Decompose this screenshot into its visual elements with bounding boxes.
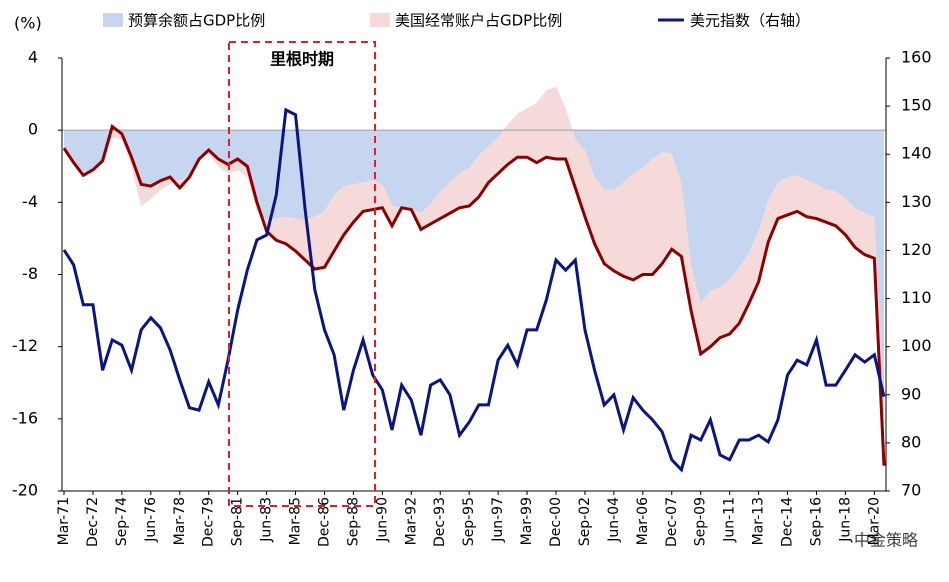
x-tick-label: Jun-90 bbox=[374, 497, 390, 543]
y2-tick-label: 130 bbox=[901, 192, 932, 211]
x-tick-label: Jun-83 bbox=[259, 497, 275, 543]
y-tick-label: -12 bbox=[12, 336, 38, 355]
x-tick-label: Mar-92 bbox=[403, 497, 419, 545]
y-tick-label: 4 bbox=[28, 48, 38, 67]
x-tick-label: Dec-07 bbox=[664, 497, 680, 547]
x-tick-label: Jun-18 bbox=[837, 497, 853, 543]
area bbox=[64, 86, 884, 410]
x-tick-label: Dec-00 bbox=[548, 497, 564, 547]
legend-label: 美元指数（右轴） bbox=[690, 12, 810, 30]
y2-tick-label: 110 bbox=[901, 288, 932, 307]
highlight-box bbox=[228, 41, 376, 507]
y2-tick-label: 120 bbox=[901, 240, 932, 259]
x-tick-label: Dec-79 bbox=[201, 497, 217, 547]
watermark: 中金策略 bbox=[854, 531, 918, 550]
line bbox=[62, 124, 886, 466]
y-tick-label: -8 bbox=[22, 264, 38, 283]
x-tick-label: Sep-02 bbox=[577, 497, 593, 546]
line bbox=[62, 107, 886, 473]
x-tick-label: Mar-20 bbox=[866, 497, 882, 545]
y2-tick-label: 90 bbox=[901, 384, 921, 403]
x-tick-label: Sep-09 bbox=[693, 497, 709, 546]
legend-label: 美国经常账户占GDP比例 bbox=[395, 12, 562, 30]
x-tick-label: Jun-76 bbox=[143, 497, 159, 543]
x-tick-label: Mar-78 bbox=[172, 497, 188, 545]
y-tick-label: -16 bbox=[12, 408, 38, 427]
legend-swatch bbox=[103, 13, 123, 27]
y2-tick-label: 100 bbox=[901, 336, 932, 355]
y2-tick-label: 80 bbox=[901, 432, 921, 451]
x-tick-label: Dec-93 bbox=[432, 497, 448, 547]
annotation: 里根时期 bbox=[270, 50, 334, 69]
x-tick-label: Sep-16 bbox=[808, 497, 824, 546]
x-tick-label: Jun-04 bbox=[606, 497, 622, 543]
x-tick-label: Dec-86 bbox=[316, 497, 332, 547]
y-tick-label: -4 bbox=[22, 192, 38, 211]
y2-tick-label: 160 bbox=[901, 48, 932, 67]
x-tick-label: Sep-95 bbox=[461, 497, 477, 546]
x-tick-label: Mar-85 bbox=[288, 497, 304, 545]
x-tick-label: Sep-88 bbox=[345, 497, 361, 546]
y-axis-label: (%) bbox=[14, 14, 42, 33]
y-tick-label: 0 bbox=[28, 120, 38, 139]
y2-tick-label: 140 bbox=[901, 144, 932, 163]
x-tick-label: Jun-97 bbox=[490, 497, 506, 543]
area bbox=[64, 86, 884, 466]
legend-label: 预算余额占GDP比例 bbox=[128, 12, 265, 30]
x-tick-label: Mar-13 bbox=[751, 497, 767, 545]
legend-swatch bbox=[370, 13, 390, 27]
y2-tick-label: 150 bbox=[901, 96, 932, 115]
y2-tick-label: 70 bbox=[901, 481, 921, 500]
y-tick-label: -20 bbox=[12, 481, 38, 500]
x-tick-label: Jun-11 bbox=[722, 497, 738, 543]
x-tick-label: Dec-14 bbox=[780, 497, 796, 547]
x-tick-label: Dec-72 bbox=[85, 497, 101, 547]
x-tick-label: Sep-81 bbox=[230, 497, 246, 546]
x-tick-label: Mar-06 bbox=[635, 497, 651, 545]
x-tick-label: Mar-71 bbox=[56, 497, 72, 545]
x-tick-label: Sep-74 bbox=[114, 497, 130, 546]
x-tick-label: Mar-99 bbox=[519, 497, 535, 545]
